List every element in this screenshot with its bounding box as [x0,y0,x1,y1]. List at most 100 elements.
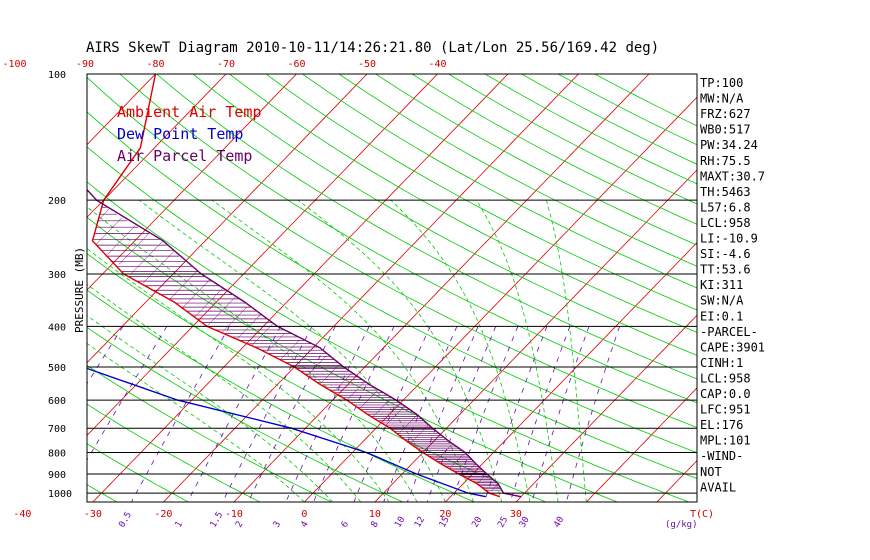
cape-hatch-vertical [143,251,174,284]
moist-adiabat-line [87,342,305,502]
series-line [91,74,501,498]
profile-lines [87,74,522,498]
mixing-ratio-tick-label: 20 [470,515,484,529]
index-label: -WIND- [700,449,743,463]
index-label: LCL:958 [700,371,751,385]
cape-hatch-vertical [95,217,123,245]
pressure-tick-label: 100 [48,70,66,81]
isotherm-line [586,387,697,502]
index-label: L57:6.8 [700,200,751,214]
cape-hatch-vertical [194,288,223,318]
plot-frame [86,73,698,503]
cape-hatch-vertical [130,240,164,275]
index-label: CAP:0.0 [700,387,751,401]
mixing-ratio-line [313,326,395,502]
x-axis-label: T(C) [690,509,714,520]
cape-hatch-vertical [294,345,316,368]
dry-adiabat-line [87,289,475,502]
isotherm-line [445,242,697,502]
cape-hatch-vertical [118,233,150,265]
dry-adiabat-line [192,74,697,356]
moist-adiabat-line [139,199,446,502]
mixing-ratio-tick-label: 2 [234,520,245,530]
mixing-ratio-line [566,326,620,502]
pressure-tick-label: 200 [48,196,66,207]
dry-adiabat-line [87,146,697,479]
cape-hatch-vertical [306,355,327,376]
isotherm-line [656,460,697,502]
cape-hatch-vertical [206,296,236,327]
bottom-temp-tick-label: 20 [439,509,451,520]
moist-adiabat-line [87,248,390,502]
top-temp-tick-label: -60 [288,59,306,70]
dry-adiabat-line [265,74,697,311]
dry-adiabat-line [156,74,697,380]
moist-adiabat-line [297,199,503,502]
mixing-ratio-tick-label: 15 [438,515,452,529]
mixing-ratio-tick-label: 4 [299,520,310,530]
mixing-ratio-tick-label: 40 [552,515,566,529]
mixing-ratio-line [531,326,590,502]
top-temp-tick-label: -90 [76,59,94,70]
cape-hatch-vertical [221,307,247,334]
mixing-ratio-line [285,326,370,502]
dry-adiabat-line [87,76,697,428]
index-label: MW:N/A [700,92,744,106]
index-label: FRZ:627 [700,107,751,121]
index-label: CAPE:3901 [700,340,765,354]
pressure-tick-label: 300 [48,270,66,281]
mixing-ratio-line [383,326,458,502]
bottom-temp-tick-label: 0 [301,509,307,520]
mixing-ratio-axis-label: (g/kg) [665,520,698,530]
cape-hatch-vertical [236,314,261,340]
mixing-ratio-line [407,326,479,502]
top-temp-tick-label: -100 [2,59,26,70]
index-label: TH:5463 [700,185,751,199]
index-label: EI:0.1 [700,309,743,323]
mixing-ratio-tick-label: 25 [496,515,510,529]
cape-hatch-vertical [397,414,418,435]
bottom-temp-tick-label: -10 [225,509,243,520]
mixing-ratio-tick-label: 6 [340,520,351,530]
isotherm-line [515,314,697,502]
mixing-ratio-tick-label: 12 [413,515,427,529]
cape-hatch-vertical [422,434,441,453]
pressure-tick-label: 900 [48,470,66,481]
series-line [87,367,486,498]
cape-hatch-vertical [319,364,339,385]
index-label: MPL:101 [700,434,751,448]
isotherm-line [163,74,579,502]
cape-hatch-vertical [183,279,210,308]
grid-lines [87,74,697,502]
index-label: LCL:958 [700,216,751,230]
mixing-ratio-tick-label: 30 [518,515,532,529]
cape-hatch-vertical [280,339,301,360]
series-line [87,188,522,498]
top-temp-tick-label: -50 [358,59,376,70]
dry-adiabat-line [87,216,618,502]
dry-adiabat-line [229,74,697,333]
cape-hatch-vertical [106,225,136,255]
top-temp-tick-label: -70 [217,59,235,70]
index-label: EL:176 [700,418,743,432]
mixing-ratio-line [87,326,168,461]
dry-adiabat-line [484,74,697,185]
dry-adiabat-line [87,484,118,502]
mixing-ratio-line [87,326,124,385]
cape-hatch [92,206,502,492]
mixing-ratio-tick-label: 1 [174,520,185,530]
legend-entry: Ambient Air Temp [117,103,262,121]
mixing-ratio-line [484,326,548,502]
cape-hatch-vertical [333,373,352,393]
cape-hatch-vertical [385,405,405,426]
index-label: LFC:951 [700,403,751,417]
bottom-temp-tick-label: -40 [13,509,31,520]
cape-hatch-vertical [372,398,391,418]
axis-ticks: 0.5 1 1.5 2 3 4 6 8 10 12 15 20 25 30 4010020030040050… [2,59,714,530]
legend: Ambient Air Temp Dew Point Temp Air Parcel… [117,103,262,165]
pressure-tick-label: 800 [48,449,66,460]
index-label: PW:34.24 [700,138,758,152]
index-label: -PARCEL- [700,325,758,339]
